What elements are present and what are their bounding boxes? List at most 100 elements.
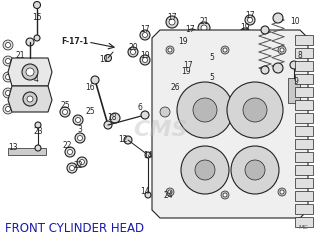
Text: 21: 21 [15, 50, 25, 60]
Circle shape [140, 30, 150, 40]
Circle shape [68, 150, 73, 155]
Circle shape [166, 46, 174, 54]
Circle shape [35, 145, 41, 151]
Text: 21: 21 [199, 18, 209, 26]
Text: 19: 19 [240, 24, 250, 32]
Circle shape [105, 54, 111, 61]
Circle shape [34, 35, 40, 41]
Circle shape [5, 107, 11, 112]
Bar [8, 148, 46, 155]
Circle shape [221, 191, 229, 199]
Text: 22: 22 [62, 140, 72, 150]
Text: 19: 19 [140, 50, 150, 60]
Circle shape [67, 163, 77, 173]
Circle shape [65, 147, 75, 157]
Text: 5: 5 [210, 54, 214, 62]
Circle shape [195, 160, 215, 180]
Text: 17: 17 [183, 60, 193, 70]
Text: 25: 25 [60, 101, 70, 109]
Text: CMS: CMS [133, 120, 187, 140]
Circle shape [5, 59, 11, 64]
Circle shape [261, 66, 269, 74]
Bar [295, 35, 313, 45]
Circle shape [187, 67, 193, 73]
Circle shape [278, 188, 286, 196]
Circle shape [60, 107, 70, 117]
Circle shape [3, 72, 13, 82]
Circle shape [5, 42, 11, 48]
Circle shape [245, 160, 265, 180]
Text: 5: 5 [210, 73, 214, 83]
Circle shape [131, 49, 135, 54]
Circle shape [193, 98, 217, 122]
Circle shape [167, 83, 177, 93]
Text: 17: 17 [185, 25, 195, 35]
Polygon shape [163, 42, 292, 202]
Circle shape [62, 109, 68, 114]
Text: 14: 14 [140, 187, 150, 197]
Bar [295, 191, 313, 201]
Text: 15: 15 [32, 13, 42, 23]
Text: F-17-1: F-17-1 [61, 37, 88, 47]
Circle shape [243, 30, 247, 36]
Circle shape [26, 38, 34, 46]
Circle shape [3, 56, 13, 66]
Circle shape [223, 48, 227, 52]
Circle shape [104, 121, 112, 129]
Circle shape [141, 111, 149, 119]
Circle shape [198, 22, 210, 34]
Circle shape [280, 48, 284, 52]
Circle shape [91, 76, 99, 84]
Circle shape [166, 16, 178, 28]
Circle shape [128, 47, 138, 57]
Text: 6: 6 [138, 103, 142, 113]
Bar [295, 48, 313, 58]
Circle shape [22, 64, 38, 80]
Text: 17: 17 [167, 13, 177, 23]
Circle shape [75, 133, 85, 143]
Circle shape [166, 188, 174, 196]
Circle shape [273, 63, 283, 73]
Bar [288, 78, 300, 103]
Bar [295, 139, 313, 149]
Circle shape [280, 190, 284, 194]
Circle shape [243, 98, 267, 122]
Circle shape [290, 61, 298, 69]
Bar [295, 74, 313, 84]
Circle shape [35, 122, 41, 128]
Circle shape [69, 166, 75, 170]
Text: FRONT CYLINDER HEAD: FRONT CYLINDER HEAD [5, 222, 144, 235]
Text: 4: 4 [34, 76, 38, 84]
Circle shape [221, 46, 229, 54]
Circle shape [3, 40, 13, 50]
Circle shape [5, 74, 11, 79]
Bar [295, 152, 313, 162]
Text: 9: 9 [293, 78, 299, 86]
Text: 17: 17 [140, 25, 150, 35]
Bar [295, 100, 313, 110]
Text: 25: 25 [85, 108, 95, 116]
Text: 3: 3 [77, 126, 83, 134]
Bar [295, 165, 313, 175]
Text: 20: 20 [128, 43, 138, 53]
Bar [208, 70, 218, 86]
Text: 26: 26 [170, 84, 180, 92]
Text: 16: 16 [85, 84, 95, 92]
Text: 12: 12 [118, 136, 128, 144]
Text: 18: 18 [107, 114, 117, 122]
Bar [295, 204, 313, 214]
Polygon shape [152, 30, 308, 218]
Circle shape [34, 1, 41, 8]
Circle shape [245, 15, 255, 25]
Text: 11: 11 [99, 55, 109, 65]
Circle shape [27, 96, 33, 102]
Circle shape [184, 64, 196, 76]
Circle shape [3, 88, 13, 98]
Circle shape [186, 29, 198, 41]
Text: 19: 19 [178, 37, 188, 47]
Circle shape [180, 45, 186, 51]
Circle shape [168, 48, 172, 52]
Circle shape [180, 72, 192, 84]
Circle shape [169, 19, 175, 25]
Circle shape [26, 68, 34, 76]
